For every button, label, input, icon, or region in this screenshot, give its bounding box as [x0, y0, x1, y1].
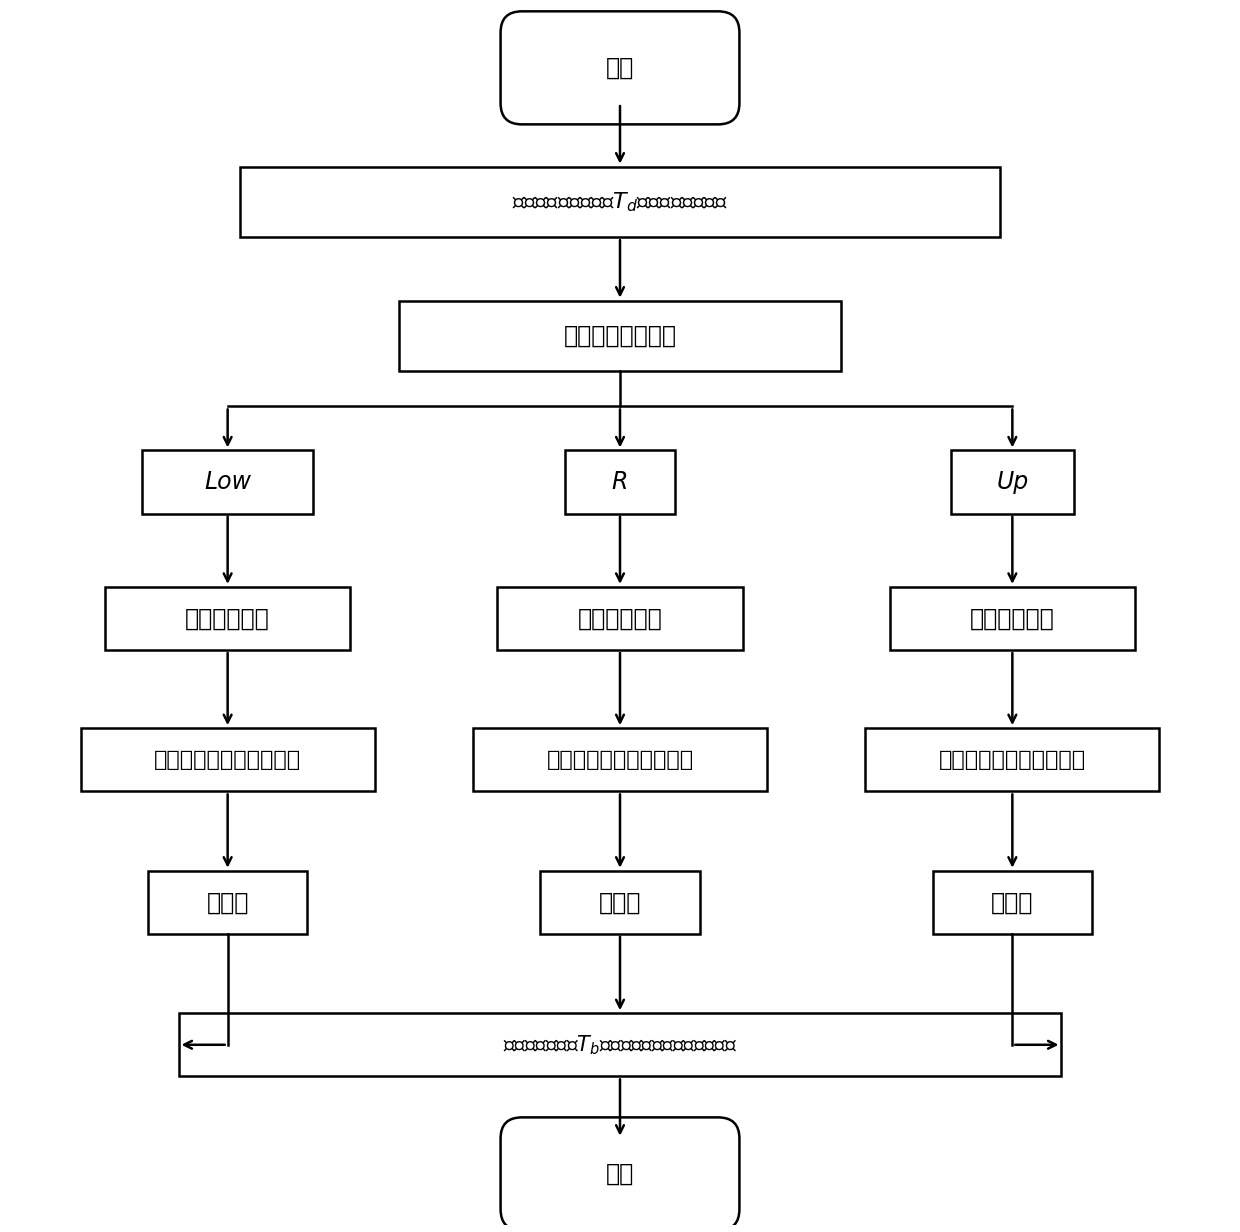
FancyBboxPatch shape — [501, 1117, 739, 1231]
Bar — [565, 451, 675, 514]
Bar — [472, 728, 768, 791]
Text: Low: Low — [205, 469, 252, 494]
Text: 开始: 开始 — [606, 55, 634, 80]
Text: 结束: 结束 — [606, 1162, 634, 1186]
Bar — [866, 728, 1159, 791]
Bar — [890, 586, 1135, 650]
Text: 粒化値归一化: 粒化値归一化 — [970, 606, 1055, 631]
Bar — [541, 871, 699, 934]
Text: Up: Up — [996, 469, 1028, 494]
Bar — [81, 728, 374, 791]
FancyBboxPatch shape — [501, 11, 739, 124]
Bar — [399, 301, 841, 371]
Text: 粒化値归一化: 粒化値归一化 — [185, 606, 270, 631]
Text: 最小値: 最小値 — [206, 891, 249, 914]
Text: 三角模糊信息粒化: 三角模糊信息粒化 — [563, 324, 677, 347]
Text: 粒子群优化的极限学习机: 粒子群优化的极限学习机 — [154, 750, 301, 770]
Bar — [239, 166, 1001, 238]
Bar — [179, 1013, 1061, 1077]
Text: 最大値: 最大値 — [991, 891, 1034, 914]
Bar — [105, 586, 350, 650]
Bar — [951, 451, 1074, 514]
Text: 粒子群优化的极限学习机: 粒子群优化的极限学习机 — [547, 750, 693, 770]
Bar — [497, 586, 743, 650]
Text: R: R — [611, 469, 629, 494]
Bar — [141, 451, 314, 514]
Text: 未来连续时间段$T_b$内的熔体粘度数据的波动范围: 未来连续时间段$T_b$内的熔体粘度数据的波动范围 — [503, 1032, 737, 1057]
Text: 获取过去连续时间段$T_d$内的熔体粘度数据: 获取过去连续时间段$T_d$内的熔体粘度数据 — [512, 190, 728, 213]
Bar — [148, 871, 308, 934]
Bar — [932, 871, 1092, 934]
Text: 粒子群优化的极限学习机: 粒子群优化的极限学习机 — [939, 750, 1086, 770]
Text: 平均値: 平均値 — [599, 891, 641, 914]
Text: 粒化値归一化: 粒化値归一化 — [578, 606, 662, 631]
